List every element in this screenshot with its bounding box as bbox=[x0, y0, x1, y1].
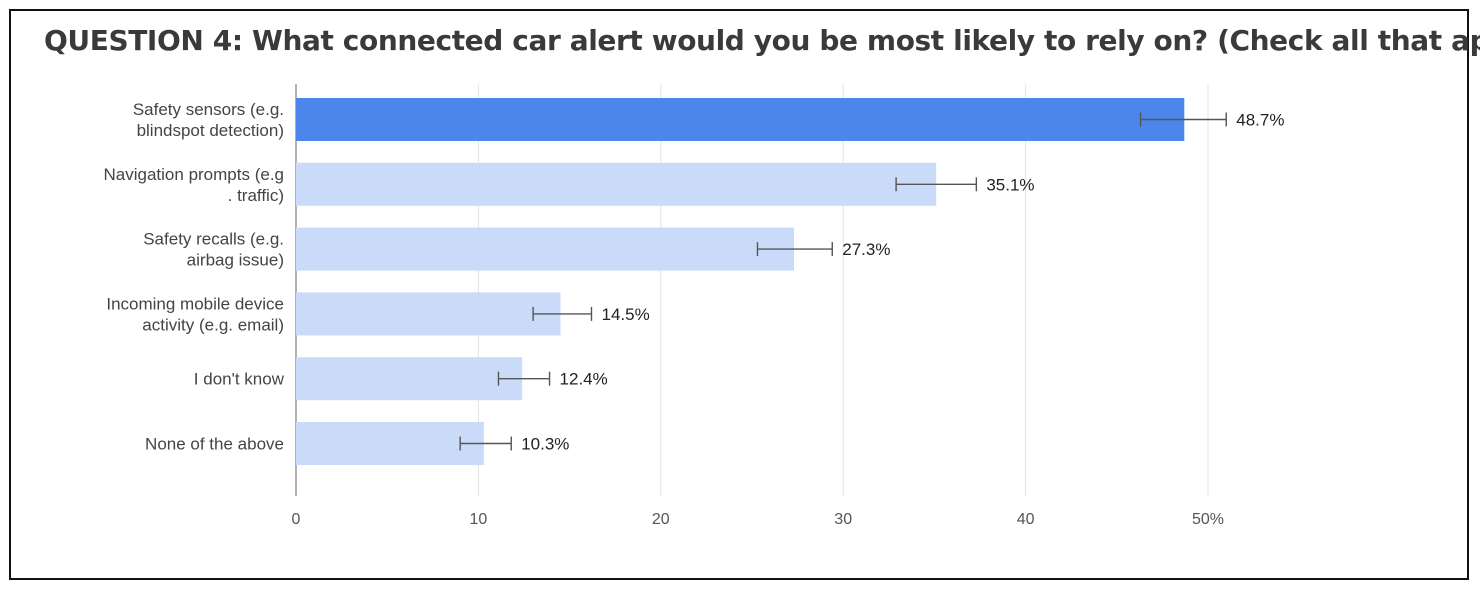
category-label-line: Navigation prompts (e.g bbox=[104, 165, 284, 184]
data-label: 10.3% bbox=[521, 435, 569, 454]
x-tick-label: 30 bbox=[834, 511, 852, 528]
chart-title: QUESTION 4: What connected car alert wou… bbox=[44, 24, 1480, 57]
category-label-line: blindspot detection) bbox=[137, 121, 284, 140]
x-tick-label: 50% bbox=[1192, 511, 1224, 528]
category-label-line: Safety recalls (e.g. bbox=[143, 230, 284, 249]
labels: 0 10 20 30 40 50% 48.7% Safety sensors (e.g. bli… bbox=[104, 100, 1285, 528]
category-label: Safety sensors (e.g. blindspot detection) bbox=[133, 100, 284, 140]
category-label: None of the above bbox=[145, 435, 284, 454]
x-tick-label: 40 bbox=[1017, 511, 1035, 528]
bar bbox=[296, 292, 561, 336]
bar bbox=[296, 162, 937, 206]
category-label-line: None of the above bbox=[145, 435, 284, 454]
category-label: Safety recalls (e.g. airbag issue) bbox=[143, 230, 284, 270]
data-label: 12.4% bbox=[560, 370, 608, 389]
category-label-line: I don't know bbox=[194, 370, 285, 389]
category-label-line: Safety sensors (e.g. bbox=[133, 100, 284, 119]
category-label-line: . traffic) bbox=[228, 186, 284, 205]
x-tick-label: 20 bbox=[652, 511, 670, 528]
bar bbox=[296, 357, 523, 401]
x-tick-label: 0 bbox=[292, 511, 301, 528]
category-label: Incoming mobile device activity (e.g. ema… bbox=[106, 294, 284, 334]
bar bbox=[296, 422, 484, 465]
data-label: 14.5% bbox=[601, 305, 649, 324]
category-label: I don't know bbox=[194, 370, 285, 389]
bars bbox=[296, 98, 1185, 465]
error-bars bbox=[459, 112, 1227, 451]
data-label: 48.7% bbox=[1236, 111, 1284, 130]
bar bbox=[296, 227, 794, 271]
data-label: 27.3% bbox=[842, 240, 890, 259]
category-label-line: Incoming mobile device bbox=[106, 294, 284, 313]
category-label-line: activity (e.g. email) bbox=[142, 315, 284, 334]
category-label-line: airbag issue) bbox=[187, 251, 284, 270]
x-tick-label: 10 bbox=[470, 511, 488, 528]
category-label: Navigation prompts (e.g . traffic) bbox=[104, 165, 284, 205]
bar bbox=[296, 98, 1185, 141]
data-label: 35.1% bbox=[986, 175, 1034, 194]
grid-lines bbox=[295, 84, 1209, 496]
